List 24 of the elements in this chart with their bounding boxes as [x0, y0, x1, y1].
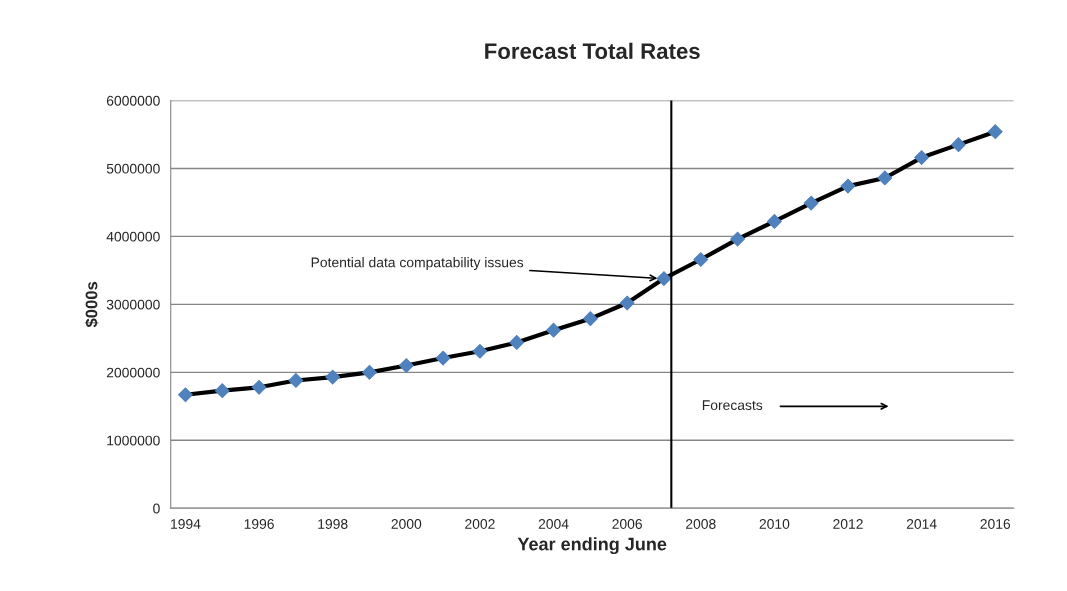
x-tick-label: 2014 — [906, 519, 937, 529]
x-tick-label: 2008 — [686, 519, 716, 529]
y-tick-label: 3000000 — [106, 299, 160, 310]
y-tick-label: 5000000 — [106, 163, 160, 174]
x-tick-label: 2004 — [538, 519, 569, 529]
chart-title: Forecast Total Rates — [485, 42, 700, 60]
y-tick-label: 6000000 — [106, 95, 160, 106]
x-tick-label: 1996 — [244, 519, 274, 529]
y-axis-title: $000s — [84, 281, 99, 328]
x-tick-label: 2000 — [391, 519, 422, 529]
x-tick-label: 1998 — [318, 519, 348, 529]
y-tick-label: 0 — [153, 503, 160, 514]
x-tick-label: 2012 — [833, 519, 863, 529]
x-tick-label: 2006 — [612, 519, 642, 529]
x-tick-label: 2016 — [980, 519, 1011, 529]
x-tick-label: 2002 — [465, 519, 495, 529]
y-tick-label: 1000000 — [107, 435, 160, 446]
annotation: Potential data compatability issues — [311, 257, 524, 271]
y-tick-label: 2000000 — [106, 367, 160, 378]
annotation: Forecasts — [702, 400, 763, 411]
y-tick-label: 4000000 — [106, 231, 160, 242]
x-axis-title: Year ending June — [517, 537, 667, 555]
x-tick-label: 2010 — [759, 519, 790, 529]
x-tick-label: 1994 — [171, 519, 201, 529]
